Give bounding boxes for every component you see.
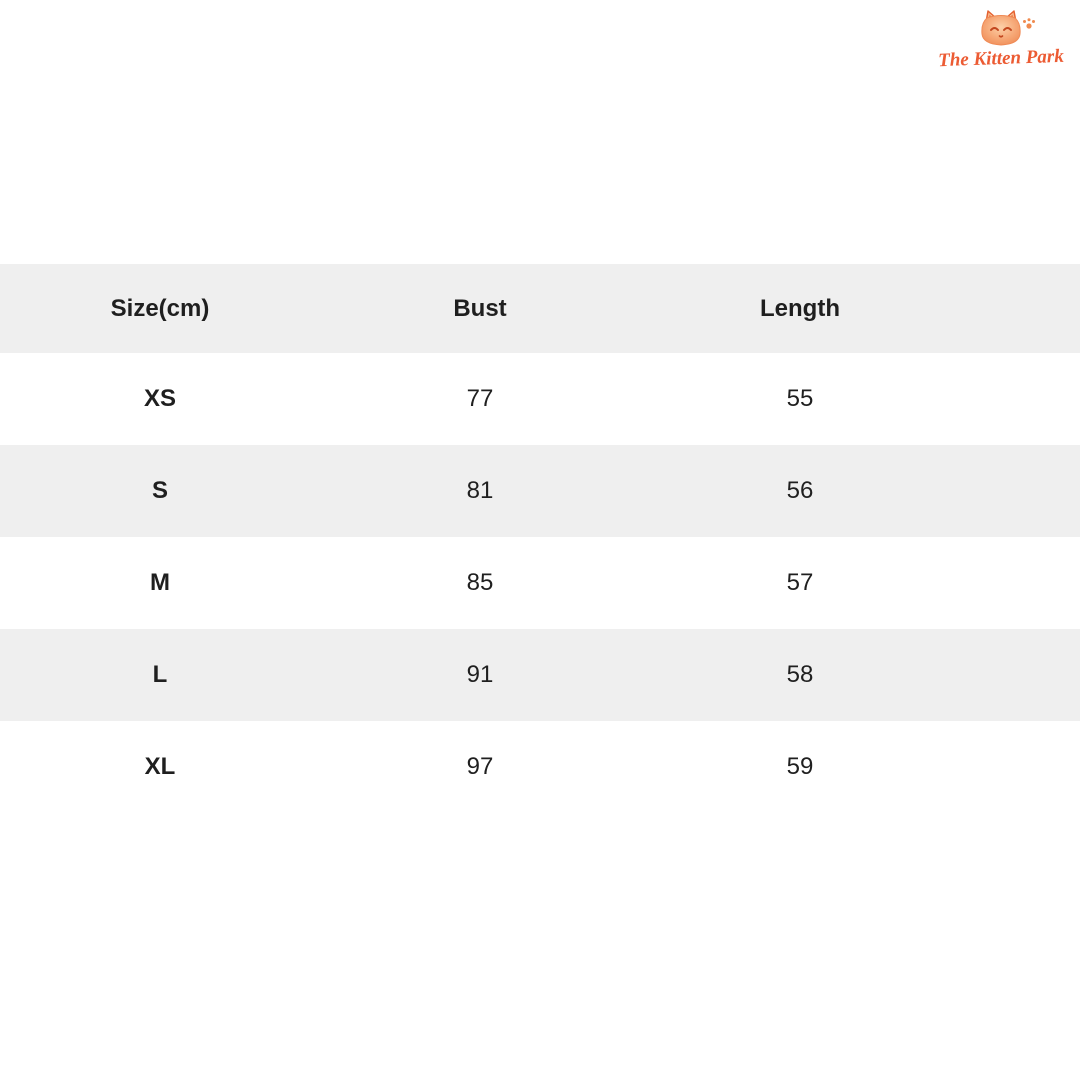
length-cell: 55 <box>786 385 814 412</box>
table-row-s: S 81 56 <box>0 445 1080 537</box>
table-row-xs: XS 77 55 <box>0 353 1080 445</box>
column-header-length: Length <box>760 294 840 322</box>
bust-cell: 77 <box>466 385 494 412</box>
brand-logo: The Kitten Park <box>936 10 1066 72</box>
cat-face-icon <box>981 10 1035 46</box>
table-row-xl: XL 97 59 <box>0 721 1080 813</box>
length-cell: 58 <box>786 661 814 688</box>
bust-cell: 97 <box>466 753 494 780</box>
length-cell: 59 <box>786 753 814 780</box>
column-header-bust: Bust <box>453 294 507 322</box>
bust-cell: 81 <box>466 477 494 504</box>
size-cell: XS <box>143 385 176 412</box>
table-header-row: Size(cm) Bust Length <box>0 264 1080 353</box>
bust-cell: 91 <box>466 661 494 688</box>
table-row-m: M 85 57 <box>0 537 1080 629</box>
size-cell: XL <box>144 753 176 780</box>
table-row-l: L 91 58 <box>0 629 1080 721</box>
bust-cell: 85 <box>466 569 494 596</box>
size-chart-table: Size(cm) Bust Length XS 77 55 S 81 56 M … <box>0 264 1080 813</box>
length-cell: 57 <box>786 569 814 596</box>
brand-name: The Kitten Park <box>937 45 1065 72</box>
size-cell: L <box>152 661 168 688</box>
size-cell: S <box>151 477 168 504</box>
paw-print-icon <box>1023 18 1035 29</box>
column-header-size: Size(cm) <box>110 294 210 322</box>
length-cell: 56 <box>786 477 814 504</box>
size-cell: M <box>150 569 170 596</box>
